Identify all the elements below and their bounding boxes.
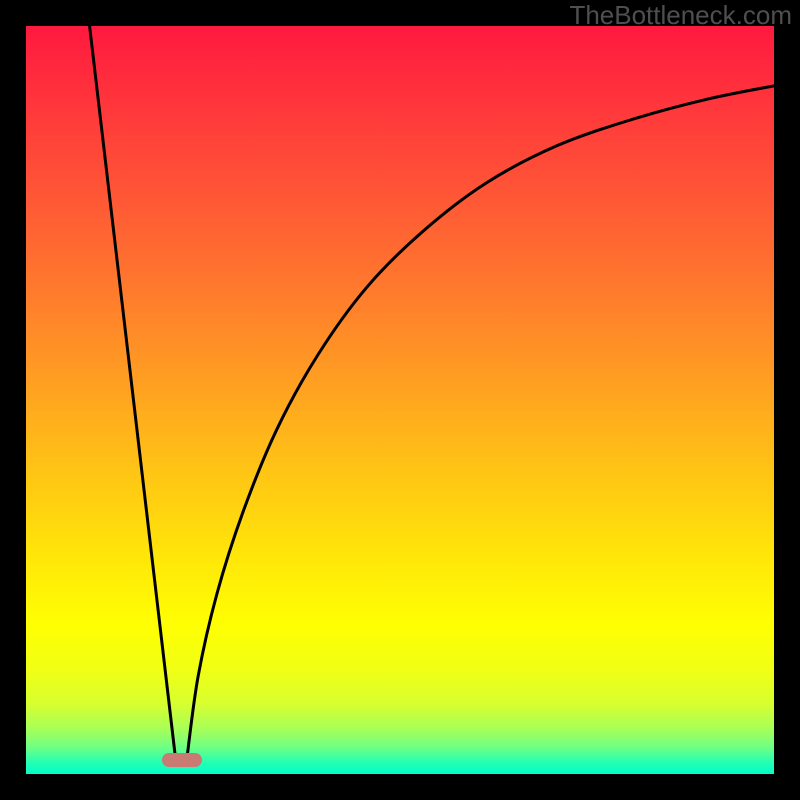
plot-area — [26, 26, 774, 774]
optimum-marker — [162, 753, 202, 767]
watermark-text: TheBottleneck.com — [569, 0, 792, 31]
heat-gradient — [26, 26, 774, 774]
chart-canvas: TheBottleneck.com — [0, 0, 800, 800]
